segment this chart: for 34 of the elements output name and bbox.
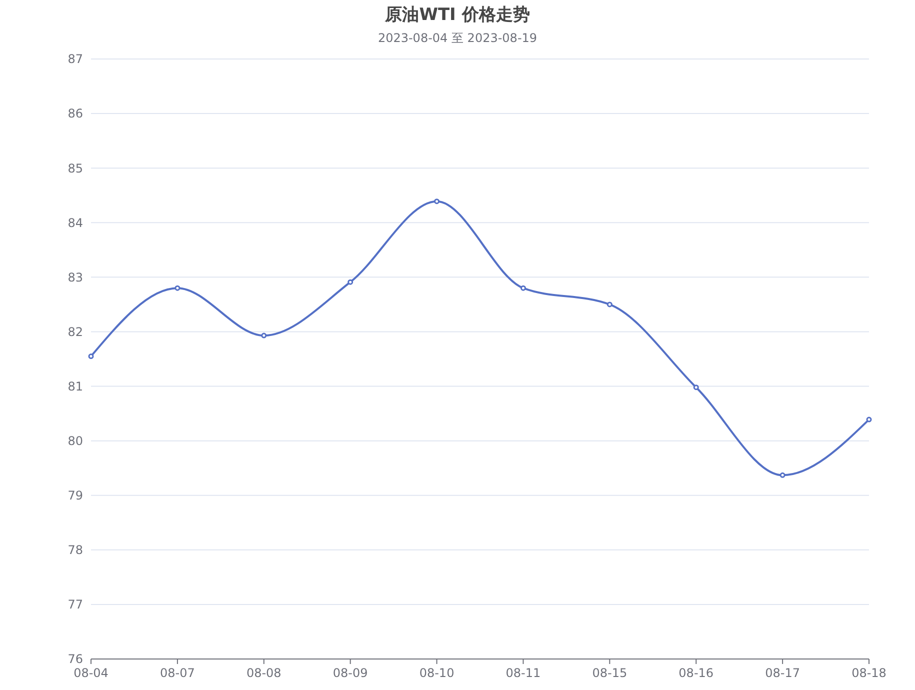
x-tick-label: 08-16 [678,666,714,680]
point [261,332,267,338]
y-tick-label: 85 [68,161,83,176]
x-tick-label: 08-09 [332,666,368,680]
point [88,354,94,360]
y-tick-label: 86 [68,106,83,121]
x-tick-label: 08-15 [592,666,628,680]
x-tick-label: 08-18 [852,666,886,680]
y-tick-label: 81 [68,379,83,394]
point [520,285,526,291]
chart-subtitle: 2023-08-04 至 2023-08-19 [378,31,538,45]
point [348,279,354,285]
y-tick-label: 87 [68,52,83,66]
point [434,198,440,204]
point [866,416,872,422]
point [780,472,786,478]
x-tick-label: 08-11 [506,666,541,680]
y-tick-label: 79 [68,488,83,503]
y-tick-label: 80 [68,434,83,448]
y-tick-label: 84 [68,216,83,230]
chart-title: 原油WTI 价格走势 [384,5,530,25]
x-tick-label: 08-04 [74,666,108,680]
y-tick-label: 78 [68,543,83,558]
point [606,302,612,308]
x-tick-label: 08-07 [160,666,195,680]
y-tick-label: 83 [68,270,83,284]
x-tick-label: 08-10 [419,666,454,680]
y-tick-label: 76 [68,652,83,666]
point [693,384,699,390]
y-tick-label: 82 [68,324,83,339]
x-tick-label: 08-08 [246,666,282,680]
x-tick-label: 08-17 [765,666,800,680]
y-tick-label: 77 [68,598,83,612]
point [174,285,180,291]
